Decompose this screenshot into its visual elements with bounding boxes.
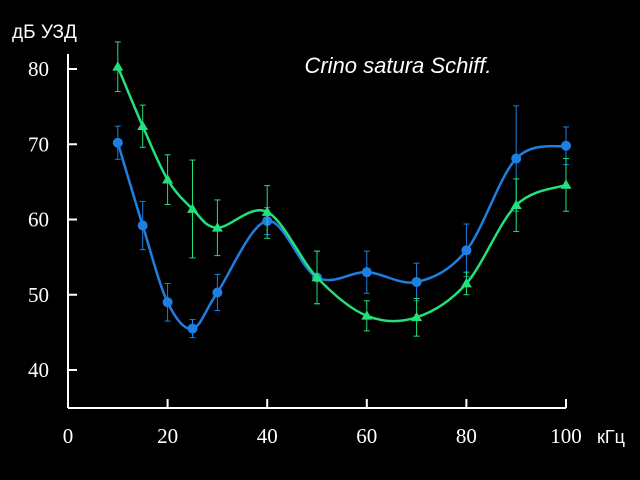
data-point	[261, 206, 273, 216]
x-tick-label: 20	[157, 424, 178, 448]
series-line	[116, 142, 567, 330]
data-point	[137, 120, 149, 131]
data-point	[311, 271, 323, 282]
x-tick-label: 100	[550, 424, 582, 448]
data-point	[411, 311, 423, 322]
series-layer	[112, 41, 572, 339]
data-point	[361, 267, 372, 278]
data-point	[411, 276, 422, 287]
data-point	[137, 220, 148, 231]
data-point	[112, 61, 124, 71]
data-point	[461, 245, 472, 256]
x-tick-label: 60	[356, 424, 377, 448]
data-point	[187, 323, 198, 334]
axes: 40 50 60 70 80 0 20 40 60 80 100	[28, 54, 582, 448]
x-axis-label: кГц	[597, 427, 625, 447]
data-point	[212, 287, 223, 298]
x-tick-label: 80	[456, 424, 477, 448]
data-point	[162, 297, 173, 308]
y-tick-label: 70	[28, 132, 49, 156]
data-point	[162, 174, 174, 184]
data-point	[361, 310, 373, 320]
y-tick-label: 80	[28, 57, 49, 81]
data-point	[560, 179, 572, 189]
data-point	[211, 222, 223, 232]
x-tick-label: 0	[63, 424, 74, 448]
y-tick-label: 40	[28, 358, 49, 382]
series-1	[112, 105, 571, 339]
data-point	[112, 137, 123, 148]
series-line	[116, 66, 567, 323]
chart-title: Crino satura Schiff.	[304, 53, 491, 78]
y-axis-label: дБ УЗД	[12, 22, 77, 43]
data-point	[187, 203, 198, 213]
data-point	[460, 277, 472, 288]
y-tick-label: 50	[28, 283, 49, 307]
series-2	[112, 41, 572, 337]
data-point	[561, 140, 571, 151]
data-point	[510, 199, 522, 210]
y-tick-label: 60	[28, 208, 49, 232]
data-point	[511, 153, 522, 164]
x-tick-label: 40	[257, 424, 278, 448]
